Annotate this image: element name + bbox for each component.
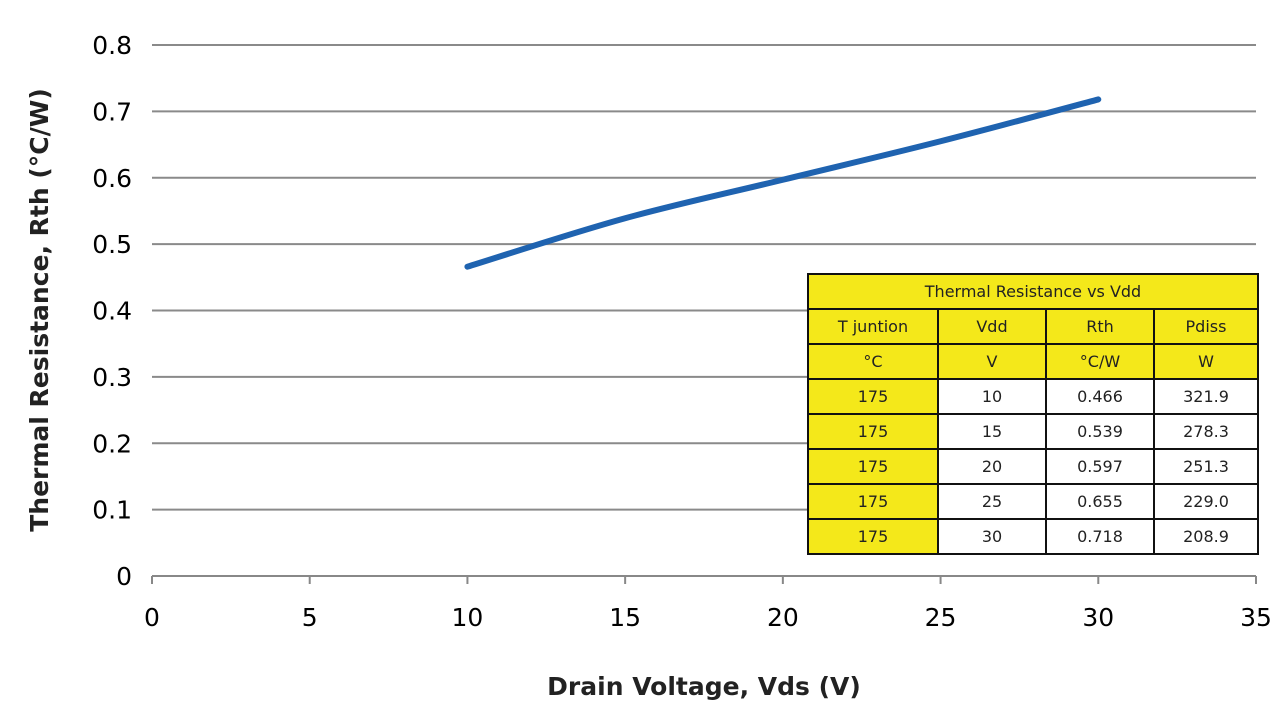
table-cell: 10: [937, 378, 1047, 415]
x-tick-label: 30: [1082, 603, 1114, 632]
table-cell: 175: [807, 518, 939, 555]
y-tick-label: 0.6: [92, 164, 132, 193]
table-row: 175 15 0.539 278.3: [807, 413, 1259, 450]
table-row: 175 20 0.597 251.3: [807, 448, 1259, 485]
table-cell: 175: [807, 448, 939, 485]
table-cell: 30: [937, 518, 1047, 555]
y-tick-label: 0.2: [92, 429, 132, 458]
table-unit: W: [1153, 343, 1259, 380]
table-cell: 0.466: [1045, 378, 1155, 415]
table-cell: 321.9: [1153, 378, 1259, 415]
table-cell: 278.3: [1153, 413, 1259, 450]
table-cell: 20: [937, 448, 1047, 485]
x-axis-label: Drain Voltage, Vds (V): [547, 672, 861, 701]
table-row: 175 30 0.718 208.9: [807, 518, 1259, 555]
table-header: T juntion: [807, 308, 939, 345]
y-tick-label: 0.5: [92, 230, 132, 259]
y-tick-label: 0.7: [92, 97, 132, 126]
table-header: Rth: [1045, 308, 1155, 345]
x-tick-label: 5: [302, 603, 318, 632]
table-unit: °C/W: [1045, 343, 1155, 380]
x-tick-label: 0: [144, 603, 160, 632]
x-tick-label: 20: [767, 603, 799, 632]
table-cell: 0.655: [1045, 483, 1155, 520]
series-line-rth: [464, 96, 1102, 270]
table-row: 175 10 0.466 321.9: [807, 378, 1259, 415]
table-cell: 251.3: [1153, 448, 1259, 485]
data-table: Thermal Resistance vs Vdd T juntion Vdd …: [807, 273, 1259, 555]
table-title: Thermal Resistance vs Vdd: [807, 273, 1259, 310]
table-row: 175 25 0.655 229.0: [807, 483, 1259, 520]
x-tick-label: 10: [452, 603, 484, 632]
y-axis-label: Thermal Resistance, Rth (°C/W): [25, 88, 54, 532]
table-header: Pdiss: [1153, 308, 1259, 345]
y-tick-label: 0.1: [92, 496, 132, 525]
x-tick-label: 25: [925, 603, 957, 632]
y-tick-label: 0.3: [92, 363, 132, 392]
table-header: Vdd: [937, 308, 1047, 345]
table-unit: °C: [807, 343, 939, 380]
table-cell: 0.718: [1045, 518, 1155, 555]
table-cell: 175: [807, 413, 939, 450]
table-cell: 175: [807, 378, 939, 415]
y-tick-label: 0.8: [92, 31, 132, 60]
table-cell: 0.539: [1045, 413, 1155, 450]
x-tick-label: 35: [1240, 603, 1272, 632]
table-cell: 15: [937, 413, 1047, 450]
x-tick-label: 15: [609, 603, 641, 632]
table-cell: 175: [807, 483, 939, 520]
table-cell: 25: [937, 483, 1047, 520]
y-tick-label: 0.4: [92, 297, 132, 326]
table-cell: 208.9: [1153, 518, 1259, 555]
table-cell: 229.0: [1153, 483, 1259, 520]
y-tick-label: 0: [116, 562, 132, 591]
table-cell: 0.597: [1045, 448, 1155, 485]
table-unit: V: [937, 343, 1047, 380]
